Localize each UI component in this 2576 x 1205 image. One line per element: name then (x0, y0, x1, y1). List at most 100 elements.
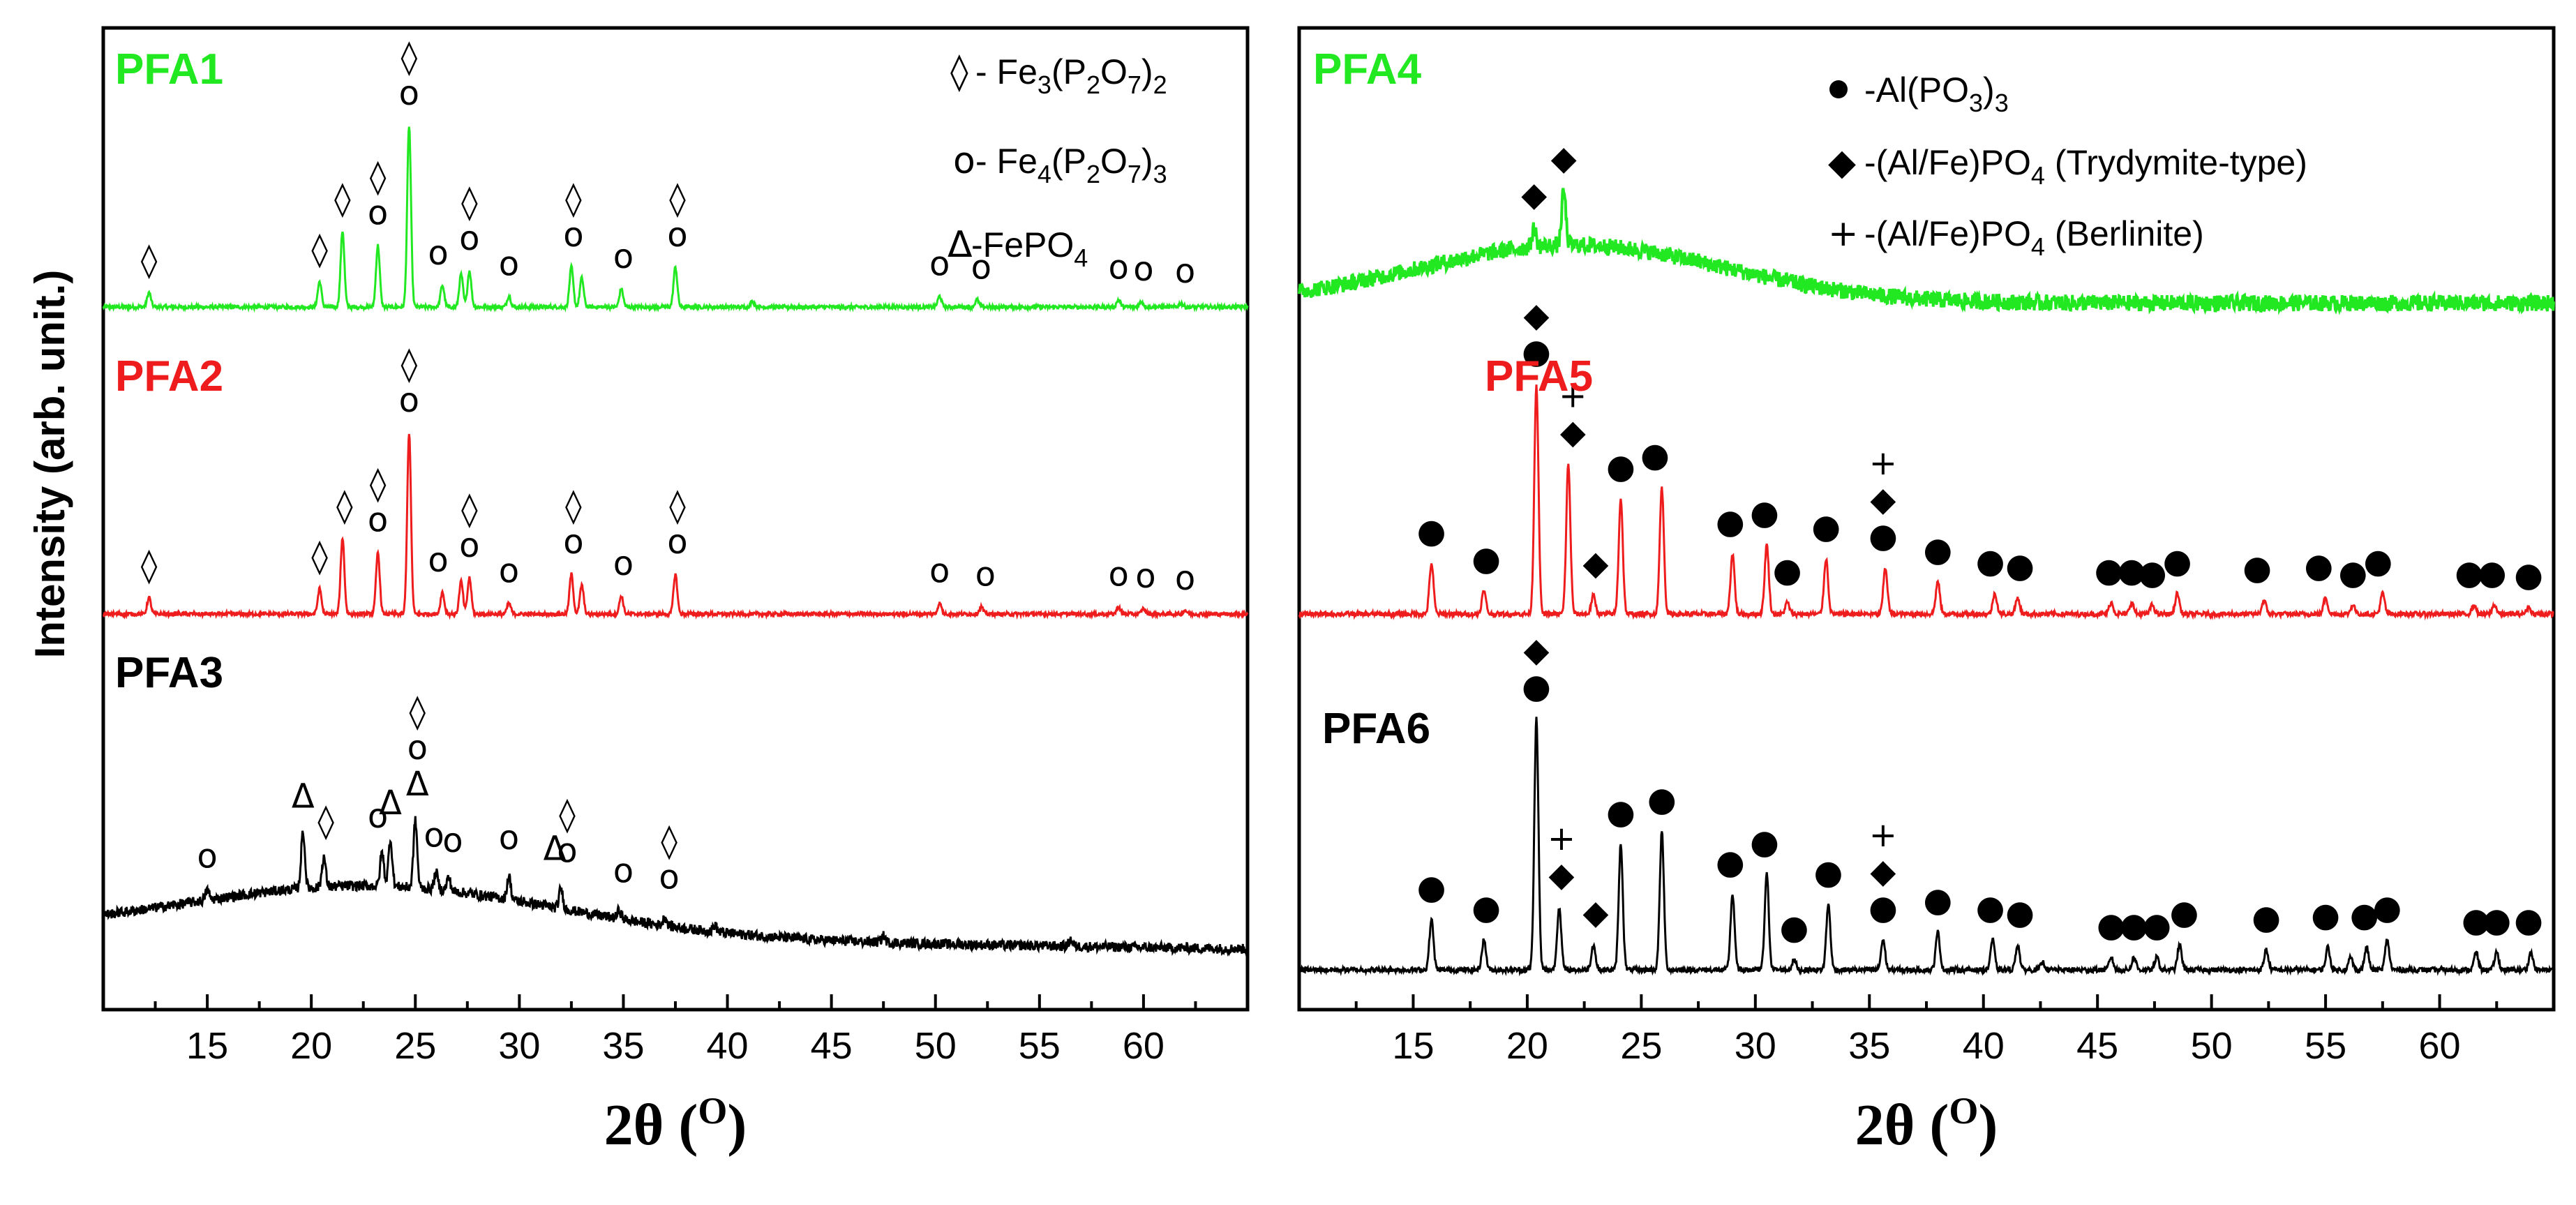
peak-marker: o (929, 244, 950, 283)
peak-marker: ● (2514, 901, 2543, 940)
x-tick-label: 50 (915, 1025, 957, 1067)
peak-marker: o (499, 818, 519, 858)
x-tick-label: 25 (394, 1025, 436, 1067)
circle-filled-icon (1829, 80, 1848, 98)
peak-marker: ● (1472, 539, 1501, 578)
legend-entry-alpo33: -Al(PO3)3 (1829, 70, 2009, 117)
peak-marker: o (1108, 248, 1128, 287)
series-label-pfa1: PFA1 (115, 45, 223, 93)
peak-marker: ● (2462, 901, 2491, 940)
x-tick-label: 25 (1620, 1025, 1662, 1067)
peak-marker: Δ (406, 765, 429, 804)
peak-marker: ● (2363, 541, 2392, 581)
peak-marker: ◊ (370, 158, 387, 197)
peak-marker: o (667, 216, 687, 255)
peak-marker: o (499, 551, 519, 590)
peak-marker: ● (1923, 530, 1952, 569)
peak-marker: o (459, 219, 479, 258)
peak-marker: o (971, 248, 991, 287)
x-tick-label: 50 (2191, 1025, 2233, 1067)
peak-marker: ● (1472, 888, 1501, 927)
peak-marker: + (1869, 816, 1897, 855)
peak-marker: ◊ (409, 692, 426, 731)
peak-marker: ● (2095, 551, 2124, 590)
trace-pfa5 (1298, 384, 2554, 621)
peak-marker: ● (1606, 793, 1635, 832)
peak-marker: ◆ (1551, 139, 1577, 178)
peak-marker: ◊ (669, 486, 686, 525)
series-label-pfa5: PFA5 (1485, 352, 1593, 401)
peak-marker: o (667, 523, 687, 562)
legend-label-trydymite: -(Al/Fe)PO4 (Trydymite-type) (1864, 143, 2307, 190)
peak-marker: ● (2169, 893, 2199, 932)
peak-marker: ◊ (565, 179, 582, 218)
left-panel: 15 20 25 30 35 40 45 50 55 60 ◊ ◊◊ o◊o◊o o◊oo◊oo◊o o o… (101, 26, 1250, 1067)
peak-marker: ◊ (559, 795, 576, 834)
peak-marker: ● (1750, 493, 1779, 532)
peak-marker: ● (2138, 553, 2167, 592)
peak-marker: o (368, 194, 388, 233)
peak-marker: + (1559, 377, 1587, 416)
peak-marker: ● (2242, 548, 2272, 587)
peak-marker: Δ (544, 829, 567, 868)
legend-label-berlinite: -(Al/Fe)PO4 (Berlinite) (1864, 214, 2204, 261)
peak-marker: ● (2372, 888, 2402, 927)
left-series-group (102, 126, 1249, 957)
peak-marker: ● (1522, 667, 1551, 706)
plus-icon: + (1828, 213, 1859, 255)
series-label-pfa2: PFA2 (115, 352, 223, 401)
peak-marker: ◆ (1870, 852, 1896, 891)
peak-marker: ◊ (400, 38, 417, 77)
peak-marker: ● (2097, 906, 2126, 945)
peak-marker: ◊ (141, 241, 158, 280)
peak-marker: ◊ (334, 179, 351, 218)
peak-marker: ● (2311, 896, 2340, 935)
peak-marker: ● (2304, 546, 2333, 585)
peak-marker: o (399, 381, 419, 420)
peak-marker: o (428, 234, 448, 273)
peak-marker: o (407, 728, 428, 768)
peak-marker: ● (2478, 553, 2507, 592)
peak-marker: ● (2005, 546, 2035, 585)
peak-marker: Δ (379, 784, 402, 823)
peak-marker: ◊ (370, 465, 387, 504)
peak-marker: o (428, 541, 448, 580)
x-tick-label: 45 (2076, 1025, 2118, 1067)
peak-marker: + (1869, 444, 1897, 483)
legend-label-fepo4: -FePO4 (971, 225, 1088, 272)
right-x-axis-title: 2θ (O) (1855, 1090, 1998, 1158)
series-label-pfa4: PFA4 (1313, 45, 1422, 93)
peak-marker: ◆ (1870, 480, 1896, 519)
peak-marker: o (613, 544, 634, 583)
x-tick-label: 55 (2305, 1025, 2346, 1067)
x-tick-label: 40 (1963, 1025, 2005, 1067)
peak-marker: + (1548, 819, 1575, 858)
peak-marker: ◆ (1524, 296, 1550, 335)
x-tick-label: 35 (602, 1025, 644, 1067)
trace-pfa3 (102, 816, 1249, 957)
circle-open-icon: o (953, 140, 975, 182)
peak-marker: o (1135, 557, 1155, 596)
peak-marker: ● (2455, 553, 2484, 592)
peak-marker: o (975, 555, 996, 594)
peak-marker: ● (2163, 541, 2192, 581)
peak-marker: o (613, 852, 634, 891)
peak-marker: o (1133, 250, 1153, 289)
peak-marker: ◊ (669, 179, 686, 218)
x-tick-label: 35 (1848, 1025, 1890, 1067)
peak-marker: ● (1606, 447, 1635, 486)
peak-marker: ● (1716, 502, 1745, 541)
peak-marker: ● (1976, 888, 2005, 927)
peak-marker: o (563, 523, 583, 562)
peak-marker: o (197, 837, 217, 876)
peak-marker: ● (1647, 780, 1677, 819)
x-tick-label: 60 (1123, 1025, 1165, 1067)
peak-marker: ● (2120, 906, 2149, 945)
peak-marker: ● (2005, 893, 2035, 932)
peak-marker: ◊ (311, 537, 328, 576)
trace-pfa2 (103, 433, 1249, 620)
peak-marker: o (929, 551, 950, 590)
peak-marker: o (399, 74, 419, 113)
peak-marker: ● (1417, 511, 1446, 551)
